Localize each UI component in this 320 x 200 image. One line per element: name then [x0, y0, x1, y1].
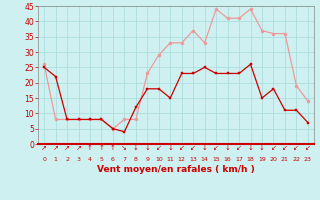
- X-axis label: Vent moyen/en rafales ( km/h ): Vent moyen/en rafales ( km/h ): [97, 165, 255, 174]
